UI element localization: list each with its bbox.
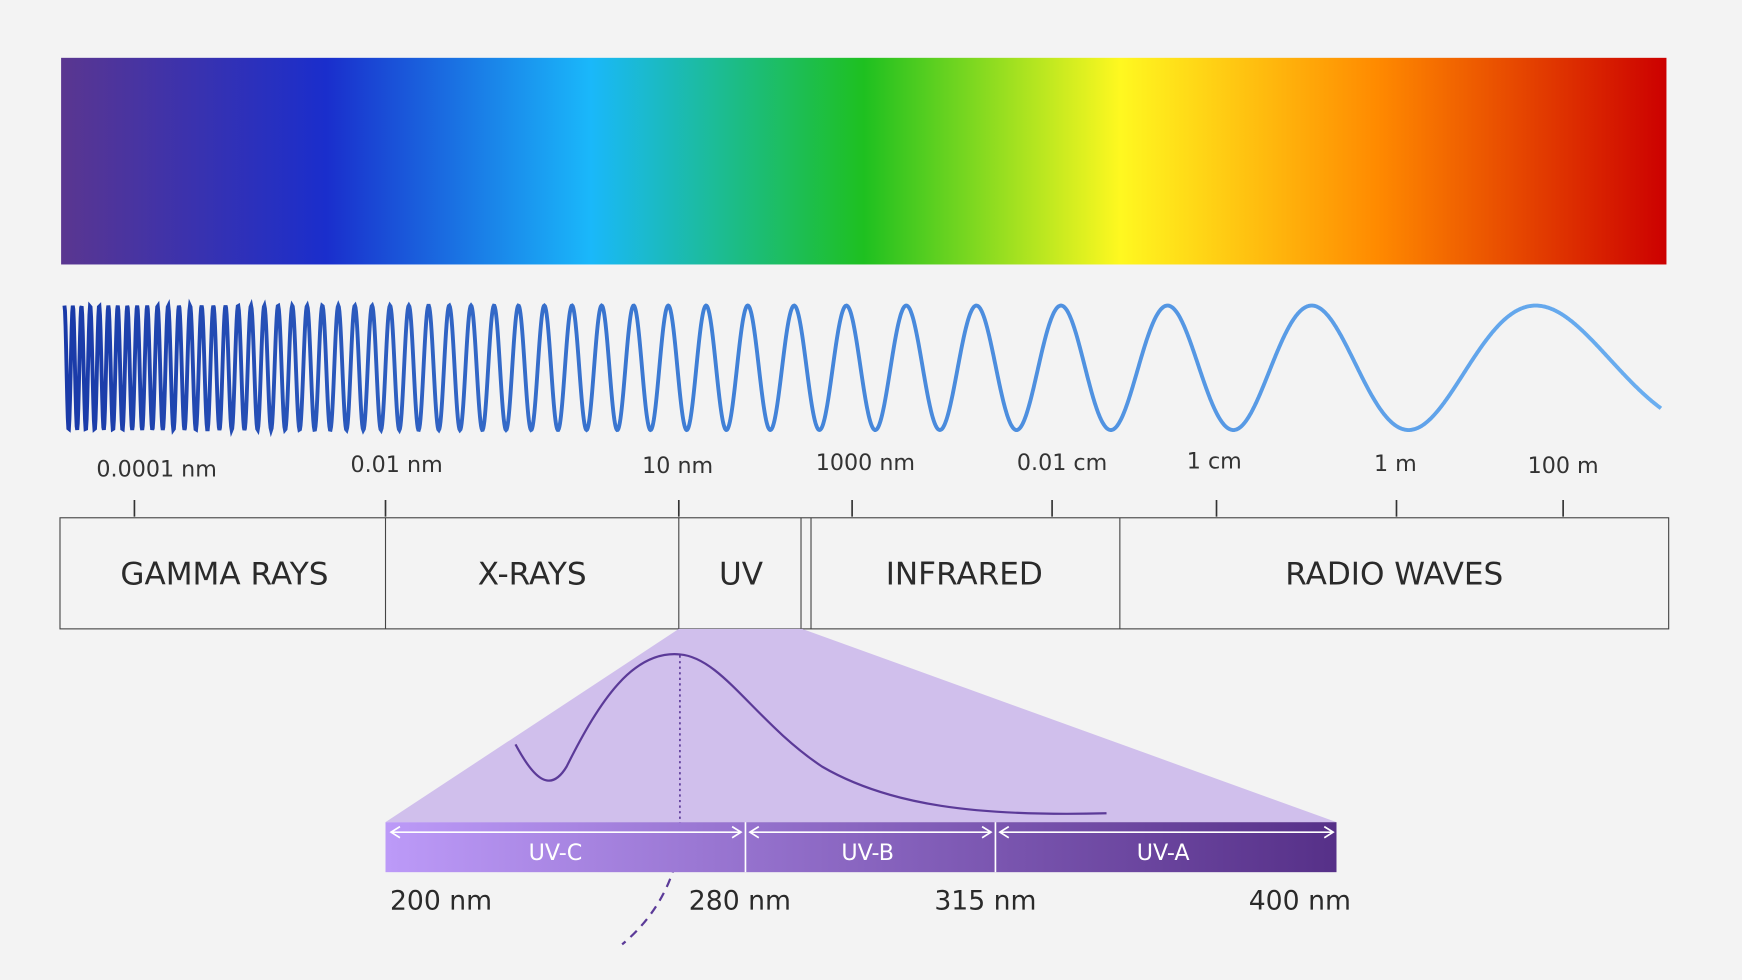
uv-limit-label: 280 nm <box>689 886 791 917</box>
scale-label: 0.01 cm <box>1017 450 1107 476</box>
band-label: X-RAYS <box>478 557 587 593</box>
scale-label: 1 cm <box>1187 449 1242 475</box>
scale-ticks <box>133 499 1564 517</box>
scale-label: 10 nm <box>642 453 713 479</box>
uv-band-label: UV-C <box>529 840 583 866</box>
band-label: UV <box>719 557 764 593</box>
scale-label: 1000 nm <box>816 450 915 476</box>
band-boxes <box>59 517 1670 630</box>
uv-curve <box>514 653 1107 815</box>
uv-zoom <box>385 628 1337 823</box>
scale-label: 0.01 nm <box>351 452 443 478</box>
uv-arrows <box>389 822 1335 873</box>
uv-limit-label: 315 nm <box>934 886 1036 917</box>
color-spectrum <box>61 57 1667 265</box>
band-label: INFRARED <box>886 557 1043 593</box>
uv-band-label: UV-A <box>1137 840 1190 866</box>
scale-label: 100 m <box>1528 453 1599 479</box>
uv-limit-label: 200 nm <box>390 886 492 917</box>
band-label: GAMMA RAYS <box>120 557 328 593</box>
scale-label: 1 m <box>1374 451 1417 477</box>
band-label: RADIO WAVES <box>1285 557 1503 593</box>
uv-band-label: UV-B <box>841 840 894 866</box>
wave <box>62 298 1663 438</box>
peak-line <box>621 833 682 946</box>
uv-limit-label: 400 nm <box>1249 886 1351 917</box>
scale-label: 0.0001 nm <box>96 457 216 483</box>
uv-bar <box>385 822 1337 873</box>
